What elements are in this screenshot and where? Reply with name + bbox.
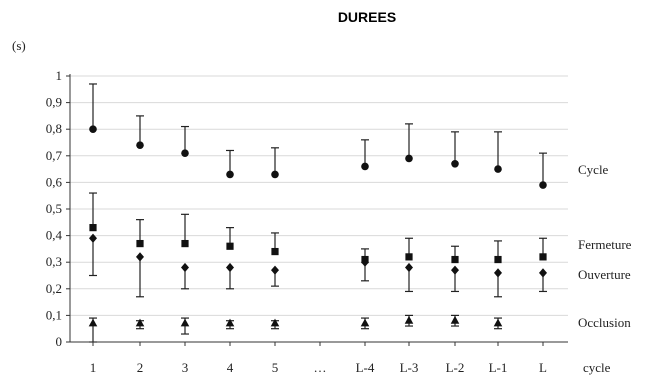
y-tick-label: 0,1 xyxy=(46,307,62,322)
x-tick-label: L-2 xyxy=(446,360,465,375)
legend-cycle: Cycle xyxy=(578,162,609,177)
ouverture-point xyxy=(181,262,189,273)
occlusion-point xyxy=(180,318,190,327)
occlusion-point xyxy=(270,318,280,327)
cycle-point xyxy=(539,181,547,189)
y-tick-label: 0,5 xyxy=(46,201,62,216)
x-tick-label: 3 xyxy=(182,360,189,375)
fermeture-point xyxy=(226,242,234,250)
y-tick-label: 0,4 xyxy=(46,228,63,243)
cycle-point xyxy=(89,125,97,133)
x-tick-label: L-4 xyxy=(356,360,375,375)
legend-occlusion: Occlusion xyxy=(578,315,631,330)
occlusion-point xyxy=(360,318,370,327)
fermeture-point xyxy=(271,247,279,256)
x-tick-label: 1 xyxy=(90,360,97,375)
ouverture-point xyxy=(226,262,234,273)
fermeture-point xyxy=(451,255,459,264)
y-axis-ticks: 0 0,1 0,2 0,3 0,4 0,5 0,6 0,7 0,8 0,9 1 xyxy=(46,68,70,349)
y-tick-label: 0,7 xyxy=(46,148,63,163)
series-marks xyxy=(88,83,547,343)
ouverture-point xyxy=(271,265,279,275)
y-tick-label: 0,2 xyxy=(46,281,62,296)
ouverture-point xyxy=(494,268,502,278)
x-tick-label: L-3 xyxy=(400,360,419,375)
fermeture-point xyxy=(136,239,144,248)
ouverture-point xyxy=(539,268,547,278)
occlusion-point xyxy=(450,315,460,324)
occlusion-point xyxy=(404,315,414,324)
ouverture-point xyxy=(89,233,97,243)
ouverture-point xyxy=(405,262,413,273)
cycle-point xyxy=(226,170,234,179)
ouverture-point xyxy=(451,265,459,275)
x-axis-label: cycle xyxy=(583,360,611,375)
y-tick-label: 0,3 xyxy=(46,254,62,269)
y-tick-label: 0,8 xyxy=(46,121,62,136)
fermeture-point xyxy=(89,224,97,232)
series-fermeture xyxy=(89,192,547,264)
occlusion-point xyxy=(225,318,235,327)
occlusion-point xyxy=(135,318,145,327)
x-tick-label: L xyxy=(539,360,547,375)
y-tick-label: 0 xyxy=(56,334,63,349)
legend-fermeture: Fermeture xyxy=(578,237,632,252)
chart-title: DUREES xyxy=(338,9,396,25)
gridlines xyxy=(70,75,568,316)
series-ouverture xyxy=(89,233,547,298)
x-tick-label: … xyxy=(314,360,327,375)
legend-ouverture: Ouverture xyxy=(578,267,631,282)
y-tick-label: 1 xyxy=(56,68,63,83)
ouverture-point xyxy=(361,257,369,267)
legend: Cycle Fermeture Ouverture Occlusion xyxy=(578,162,632,330)
occlusion-point xyxy=(493,318,503,327)
series-occlusion xyxy=(88,314,503,343)
series-cycle xyxy=(89,83,547,189)
cycle-point xyxy=(181,149,189,157)
fermeture-point xyxy=(539,253,547,261)
y-axis-unit: (s) xyxy=(12,38,26,53)
occlusion-point xyxy=(88,318,98,327)
x-tick-label: 4 xyxy=(227,360,234,375)
cycle-point xyxy=(405,154,413,163)
cycle-point xyxy=(494,165,502,173)
y-tick-label: 0,6 xyxy=(46,174,63,189)
x-tick-label: 2 xyxy=(137,360,144,375)
cycle-point xyxy=(451,159,459,168)
cycle-point xyxy=(136,141,144,149)
x-tick-label: 5 xyxy=(272,360,279,375)
fermeture-point xyxy=(405,253,413,261)
fermeture-point xyxy=(494,255,502,264)
x-tick-label: L-1 xyxy=(489,360,508,375)
cycle-point xyxy=(361,162,369,171)
y-tick-label: 0,9 xyxy=(46,95,62,110)
fermeture-point xyxy=(181,239,189,248)
x-axis-ticks: 1 2 3 4 5 … L-4 L-3 L-2 L-1 L xyxy=(90,342,547,375)
cycle-point xyxy=(271,170,279,179)
ouverture-point xyxy=(136,252,144,262)
